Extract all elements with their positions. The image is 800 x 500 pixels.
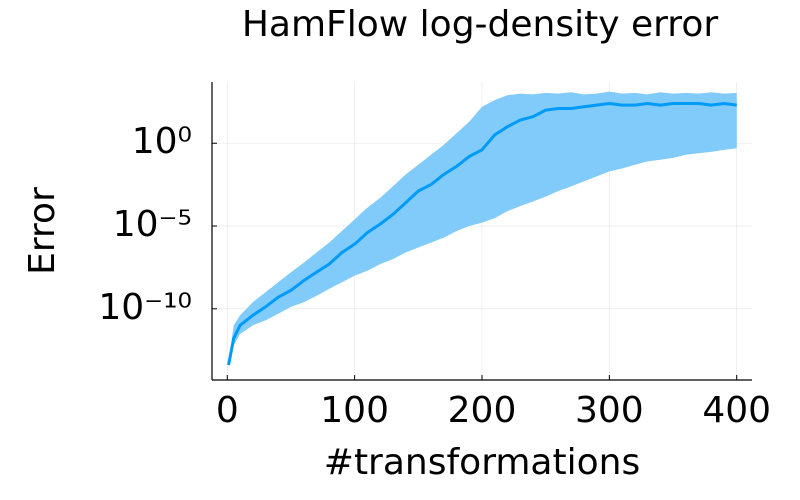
x-tick-label: 200 <box>448 390 517 431</box>
y-tick-label: 10⁰ <box>132 121 192 162</box>
x-tick-label: 400 <box>702 390 771 431</box>
line <box>227 102 737 366</box>
chart-title: HamFlow log-density error <box>242 4 718 45</box>
y-tick-label: 10⁻¹⁰ <box>98 287 192 328</box>
x-tick-label: 300 <box>575 390 644 431</box>
x-tick-label: 0 <box>216 390 239 431</box>
y-axis-label: Error <box>22 187 63 275</box>
x-tick-label: 100 <box>320 390 389 431</box>
error-band <box>228 91 737 368</box>
x-axis-label: #transformations <box>324 442 640 483</box>
y-tick-label: 10⁻⁵ <box>113 204 192 245</box>
